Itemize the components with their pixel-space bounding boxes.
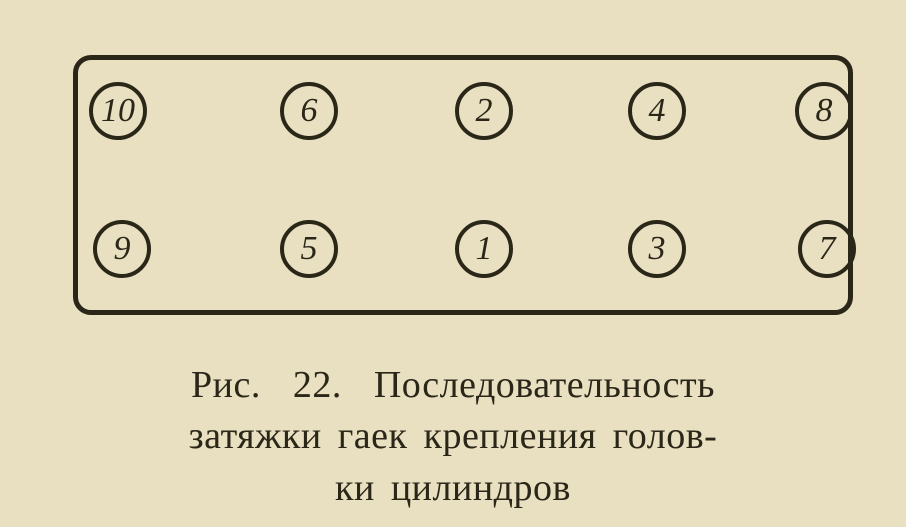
nut-4: 4 [628,82,686,140]
nut-5: 5 [280,220,338,278]
nut-label: 2 [476,92,493,130]
caption-line-1: Рис. 22. Последовательность [191,364,715,406]
nut-label: 4 [649,92,666,130]
caption-line-3: ки цилиндров [335,467,571,509]
nut-8: 8 [795,82,853,140]
nut-label: 1 [476,230,493,268]
nut-2: 2 [455,82,513,140]
nut-label: 10 [101,92,135,130]
nut-10: 10 [89,82,147,140]
nut-label: 7 [819,230,836,268]
figure-caption: Рис. 22. Последовательность затяжки гаек… [40,350,866,514]
torque-sequence-diagram: 10 6 2 4 8 9 5 1 3 7 [53,40,853,320]
nut-label: 6 [301,92,318,130]
nut-label: 9 [114,230,131,268]
nut-3: 3 [628,220,686,278]
nut-label: 3 [649,230,666,268]
nut-7: 7 [798,220,856,278]
nut-1: 1 [455,220,513,278]
nut-9: 9 [93,220,151,278]
nut-label: 8 [816,92,833,130]
nut-6: 6 [280,82,338,140]
caption-line-2: затяжки гаек крепления голов- [189,415,718,457]
nut-label: 5 [301,230,318,268]
